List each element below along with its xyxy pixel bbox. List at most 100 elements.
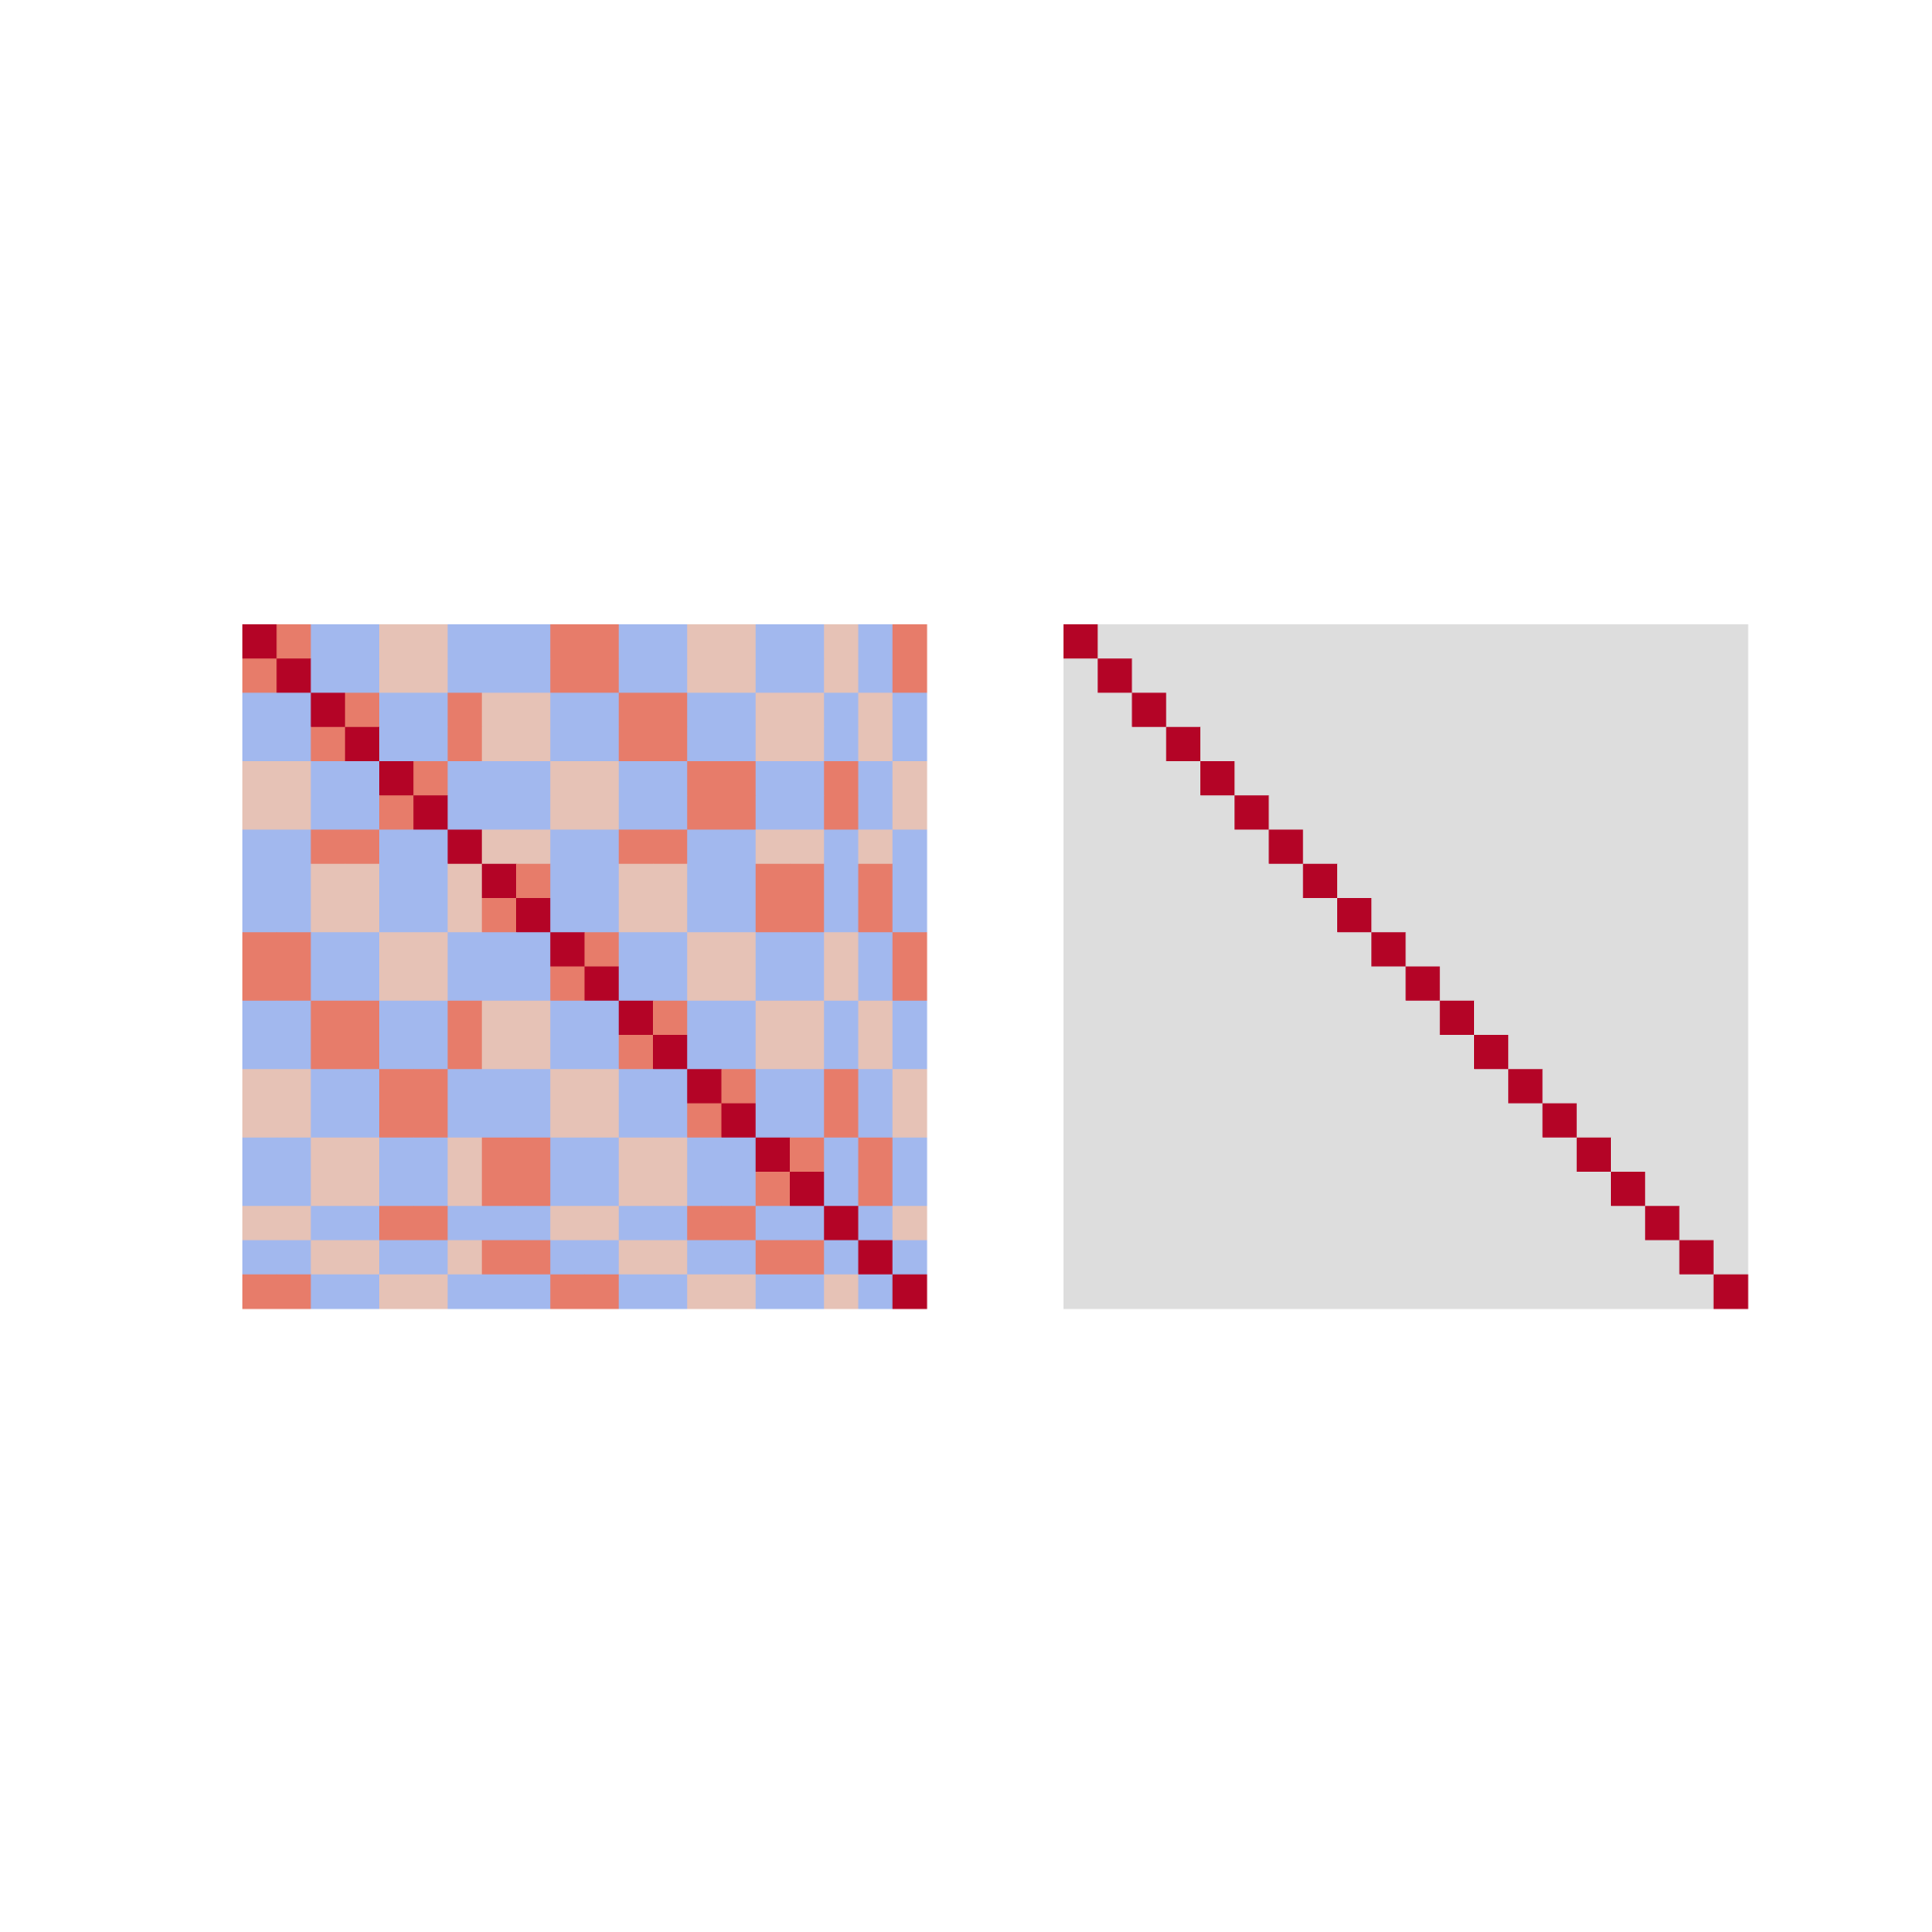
heatmap-cell (653, 1172, 688, 1207)
heatmap-cell (1302, 726, 1338, 762)
heatmap-cell (1337, 898, 1372, 933)
heatmap-cell (1405, 829, 1441, 865)
heatmap-cell (1268, 1103, 1304, 1139)
heatmap-cell (1508, 898, 1543, 933)
heatmap-cell (1337, 1274, 1372, 1309)
heatmap-cell (721, 898, 757, 933)
heatmap-cell (1165, 1274, 1201, 1309)
heatmap-cell (687, 863, 722, 899)
heatmap-cell (1645, 795, 1680, 830)
heatmap-cell (1713, 692, 1749, 728)
heatmap-cell (892, 1035, 928, 1070)
heatmap-cell (824, 726, 859, 762)
heatmap-cell (1200, 1035, 1235, 1070)
heatmap-cell (1302, 898, 1338, 933)
heatmap-cell (1165, 1172, 1201, 1207)
heatmap-cell (1611, 1172, 1646, 1207)
heatmap-cell (721, 863, 757, 899)
heatmap-cell (1234, 658, 1269, 693)
heatmap-cell (1576, 1274, 1612, 1309)
heatmap-cell (1679, 1274, 1715, 1309)
heatmap-cell (1474, 726, 1509, 762)
heatmap-cell (858, 658, 894, 693)
heatmap-cell (1337, 761, 1372, 796)
heatmap-cell (481, 1000, 517, 1036)
heatmap-cell (1439, 863, 1475, 899)
heatmap-cell (310, 1069, 346, 1104)
heatmap-cell (1508, 726, 1543, 762)
heatmap-cell (413, 624, 448, 659)
heatmap-cell (618, 1137, 654, 1173)
heatmap-cell (1405, 1172, 1441, 1207)
heatmap-cell (687, 761, 722, 796)
heatmap-cell (516, 624, 551, 659)
heatmap-cell (584, 932, 620, 967)
heatmap-cell (1542, 932, 1578, 967)
heatmap-cell (1474, 829, 1509, 865)
heatmap-cell (790, 1103, 825, 1139)
heatmap-cell (1131, 1172, 1167, 1207)
heatmap-cell (1474, 932, 1509, 967)
heatmap-cell (344, 932, 380, 967)
heatmap-cell (584, 624, 620, 659)
heatmap-cell (687, 1274, 722, 1309)
heatmap-cell (242, 863, 277, 899)
heatmap-cell (276, 898, 311, 933)
heatmap-cell (1234, 1240, 1269, 1275)
heatmap-cell (858, 1000, 894, 1036)
heatmap-cell (481, 1137, 517, 1173)
heatmap-cell (550, 692, 585, 728)
heatmap-cell (1097, 1069, 1132, 1104)
heatmap-cell (584, 1137, 620, 1173)
heatmap-cell (1611, 795, 1646, 830)
heatmap-cell (447, 1137, 483, 1173)
heatmap-cell (1439, 1103, 1475, 1139)
heatmap-cell (687, 1240, 722, 1275)
heatmap-cell (653, 898, 688, 933)
heatmap-cell (379, 692, 414, 728)
heatmap-cell (584, 829, 620, 865)
heatmap-cell (1645, 1000, 1680, 1036)
heatmap-cell (379, 1206, 414, 1241)
heatmap-cell (550, 932, 585, 967)
heatmap-cell (687, 1035, 722, 1070)
heatmap-cell (1542, 1274, 1578, 1309)
heatmap-cell (1679, 624, 1715, 659)
heatmap-cell (1645, 863, 1680, 899)
heatmap-cell (1131, 1069, 1167, 1104)
heatmap-cell (755, 624, 791, 659)
heatmap-cell (1268, 1172, 1304, 1207)
heatmap-cell (1371, 1137, 1406, 1173)
heatmap-cell (584, 692, 620, 728)
heatmap-cell (481, 692, 517, 728)
heatmap-cell (1337, 932, 1372, 967)
heatmap-cell (721, 1274, 757, 1309)
heatmap-cell (516, 692, 551, 728)
heatmap-cell (858, 829, 894, 865)
heatmap-cell (1679, 692, 1715, 728)
heatmap-cell (1200, 1103, 1235, 1139)
heatmap-cell (721, 1069, 757, 1104)
heatmap-cell (1645, 1137, 1680, 1173)
heatmap-cell (344, 1172, 380, 1207)
heatmap-cell (1576, 1000, 1612, 1036)
heatmap-cell (1131, 863, 1167, 899)
heatmap-cell (790, 1206, 825, 1241)
heatmap-cell (721, 726, 757, 762)
heatmap-cell (1439, 795, 1475, 830)
heatmap-cell (1200, 1069, 1235, 1104)
heatmap-cell (1165, 1103, 1201, 1139)
heatmap-cell (1576, 1206, 1612, 1241)
heatmap-cell (550, 898, 585, 933)
heatmap-cell (413, 1172, 448, 1207)
heatmap-cell (550, 1137, 585, 1173)
heatmap-cell (1234, 898, 1269, 933)
heatmap-cell (413, 966, 448, 1002)
heatmap-cell (1542, 658, 1578, 693)
heatmap-cell (755, 795, 791, 830)
heatmap-cell (242, 726, 277, 762)
heatmap-cell (721, 795, 757, 830)
heatmap-cell (1131, 1103, 1167, 1139)
heatmap-cell (1131, 1035, 1167, 1070)
heatmap-cell (1063, 1069, 1098, 1104)
